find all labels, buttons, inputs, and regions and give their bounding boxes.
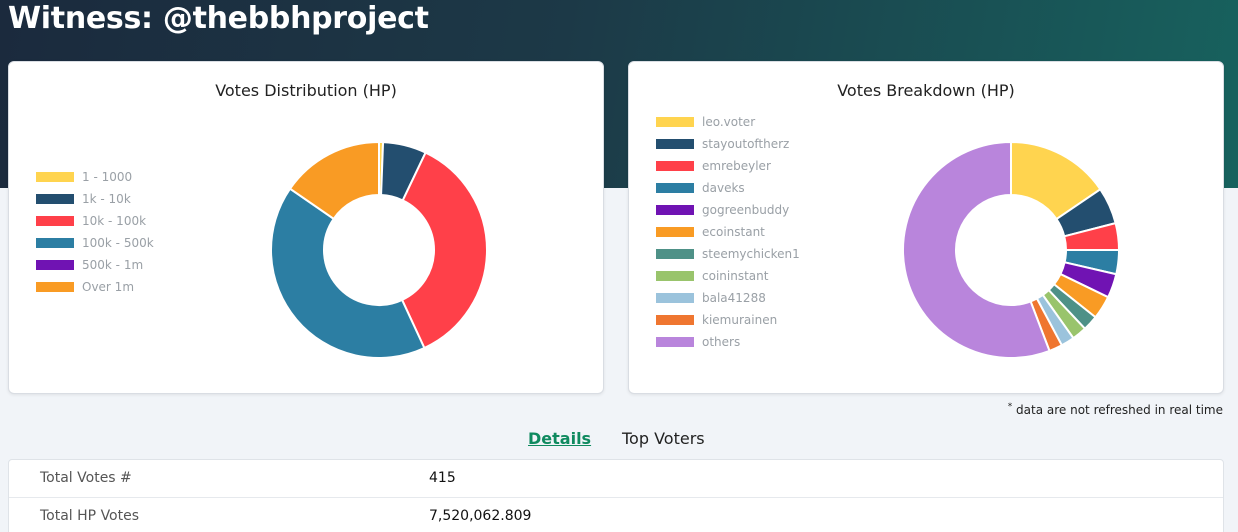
legend-item[interactable]: emrebeyler xyxy=(656,155,800,177)
chart-title: Votes Breakdown (HP) xyxy=(837,81,1015,100)
details-table: Total Votes # 415 Total HP Votes 7,520,0… xyxy=(8,459,1224,532)
legend-item[interactable]: steemychicken1 xyxy=(656,243,800,265)
legend-item[interactable]: bala41288 xyxy=(656,287,800,309)
chart-title: Votes Distribution (HP) xyxy=(215,81,397,100)
legend-item[interactable]: ecoinstant xyxy=(656,221,800,243)
votes-distribution-card: Votes Distribution (HP) 1 - 1000 1k - 10k… xyxy=(8,61,604,394)
legend-swatch xyxy=(656,271,694,281)
legend-label: others xyxy=(702,335,741,349)
legend-item[interactable]: 100k - 500k xyxy=(36,232,154,254)
table-row: Total Votes # 415 xyxy=(9,460,1223,497)
votes-breakdown-card: Votes Breakdown (HP) leo.voter stayoutoft… xyxy=(628,61,1224,394)
legend-item[interactable]: daveks xyxy=(656,177,800,199)
legend-item[interactable]: Over 1m xyxy=(36,276,154,298)
legend-item[interactable]: gogreenbuddy xyxy=(656,199,800,221)
legend-label: coininstant xyxy=(702,269,769,283)
legend-item[interactable]: kiemurainen xyxy=(656,309,800,331)
legend-label: stayoutoftherz xyxy=(702,137,790,151)
legend-swatch xyxy=(656,337,694,347)
legend-swatch xyxy=(656,161,694,171)
legend-label: daveks xyxy=(702,181,745,195)
legend-label: 500k - 1m xyxy=(82,258,144,272)
legend-label: 1 - 1000 xyxy=(82,170,133,184)
legend-swatch xyxy=(36,282,74,292)
legend-swatch xyxy=(656,117,694,127)
total-hp-votes-label: Total HP Votes xyxy=(40,508,140,524)
legend-swatch xyxy=(656,183,694,193)
table-row: Total HP Votes 7,520,062.809 xyxy=(9,497,1223,532)
legend-item[interactable]: 10k - 100k xyxy=(36,210,154,232)
total-hp-votes-value: 7,520,062.809 xyxy=(429,508,532,524)
donut-slice[interactable] xyxy=(270,187,426,359)
legend-label: Over 1m xyxy=(82,280,135,294)
legend-swatch xyxy=(656,205,694,215)
legend-swatch xyxy=(656,293,694,303)
legend-swatch xyxy=(36,238,74,248)
page-title: Witness: @thebbhproject xyxy=(8,1,429,36)
legend-label: steemychicken1 xyxy=(702,247,800,261)
legend-item[interactable]: 1k - 10k xyxy=(36,188,154,210)
tab-bar: Details Top Voters xyxy=(0,429,1238,451)
legend-swatch xyxy=(656,315,694,325)
total-votes-value: 415 xyxy=(429,470,456,486)
legend-swatch xyxy=(36,194,74,204)
donut-slice[interactable] xyxy=(400,151,488,350)
legend-label: 10k - 100k xyxy=(82,214,147,228)
chart-legend: 1 - 1000 1k - 10k 10k - 100k 100k - 500k 500… xyxy=(36,166,154,298)
legend-label: emrebeyler xyxy=(702,159,771,173)
refresh-note: * data are not refreshed in real time xyxy=(1008,402,1223,417)
legend-label: ecoinstant xyxy=(702,225,765,239)
legend-swatch xyxy=(36,260,74,270)
legend-item[interactable]: leo.voter xyxy=(656,111,800,133)
chart-legend: leo.voter stayoutoftherz emrebeyler daveks g… xyxy=(656,111,800,353)
legend-swatch xyxy=(36,216,74,226)
donut-slice[interactable] xyxy=(902,140,1051,359)
legend-item[interactable]: coininstant xyxy=(656,265,800,287)
note-text: data are not refreshed in real time xyxy=(1012,403,1223,417)
votes-breakdown-donut xyxy=(902,140,1121,359)
legend-label: bala41288 xyxy=(702,291,766,305)
legend-swatch xyxy=(656,139,694,149)
legend-label: kiemurainen xyxy=(702,313,778,327)
total-votes-label: Total Votes # xyxy=(40,470,132,486)
legend-label: 100k - 500k xyxy=(82,236,154,250)
legend-swatch xyxy=(656,227,694,237)
donut-slice[interactable] xyxy=(288,140,380,221)
note-asterisk: * xyxy=(1007,402,1013,412)
legend-item[interactable]: others xyxy=(656,331,800,353)
legend-label: 1k - 10k xyxy=(82,192,131,206)
legend-label: leo.voter xyxy=(702,115,756,129)
legend-item[interactable]: stayoutoftherz xyxy=(656,133,800,155)
legend-label: gogreenbuddy xyxy=(702,203,790,217)
legend-swatch xyxy=(36,172,74,182)
tab-details[interactable]: Details xyxy=(528,429,592,448)
legend-swatch xyxy=(656,249,694,259)
tab-top-voters[interactable]: Top Voters xyxy=(622,429,705,448)
legend-item[interactable]: 1 - 1000 xyxy=(36,166,154,188)
votes-distribution-donut xyxy=(270,140,488,359)
legend-item[interactable]: 500k - 1m xyxy=(36,254,154,276)
